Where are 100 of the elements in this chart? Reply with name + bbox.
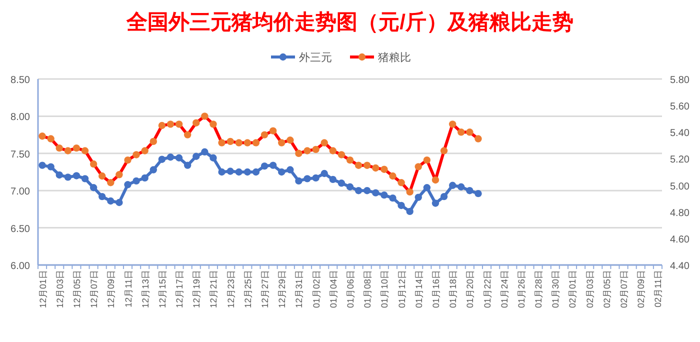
point [192,119,200,126]
x-tick-label: 12月21日 [208,270,219,308]
point [64,174,72,181]
point [235,168,242,176]
legend-label: 猪粮比 [378,51,411,64]
point [166,120,174,128]
y2-tick-label: 4.80 [670,208,690,219]
point [150,138,157,146]
point [150,166,157,174]
x-tick-label: 12月11日 [123,270,134,308]
point [312,146,320,154]
point [466,187,474,194]
x-tick-label: 01月14日 [414,270,424,308]
point [184,162,192,169]
x-tick-label: 12月13日 [140,270,150,308]
point [389,194,396,202]
point [72,144,80,152]
point [440,192,448,200]
point [432,176,440,184]
point [329,147,337,154]
point [320,170,328,178]
point [432,200,440,207]
x-tick-label: 01月20日 [465,270,476,308]
y-tick-label: 7.00 [10,186,30,198]
x-tick-label: 12月25日 [242,270,253,308]
point [363,162,371,169]
x-tick-label: 12月09日 [106,270,116,308]
point [338,180,346,187]
point [210,154,217,162]
y2-tick-label: 5.60 [670,102,690,113]
point [312,174,320,182]
point [235,139,242,146]
point [278,168,286,176]
point [304,147,311,154]
point [346,183,354,190]
x-tick-label: 01月18日 [448,270,458,308]
point [184,131,192,138]
point [474,135,482,142]
x-tick-label: 12月01日 [38,270,48,308]
point [218,168,226,176]
chart-title: 全国外三元猪均价走势图（元/斤）及猪粮比走势 [126,10,574,34]
point [201,148,208,156]
point [448,182,456,189]
point [380,191,388,199]
point [72,172,80,180]
x-tick-label: 02月07日 [619,270,630,308]
point [372,164,380,172]
point [81,147,89,154]
x-tick-label: 01月10日 [380,270,390,308]
point [141,174,148,182]
y2-tick-label: 4.60 [670,234,690,246]
point [260,162,268,170]
y-tick-label: 8.00 [10,112,30,124]
x-tick-label: 01月04日 [328,270,338,308]
point [132,151,140,158]
point [363,187,371,194]
point [269,127,277,134]
point [458,128,465,136]
point [226,168,234,175]
x-tick-label: 12月07日 [89,270,100,308]
point [244,168,252,176]
point [260,131,268,138]
point [389,172,396,180]
y2-tick-label: 5.20 [670,154,690,166]
point [406,208,414,216]
point [210,120,217,128]
y2-tick-label: 5.80 [670,75,690,86]
point [354,162,362,169]
x-tick-label: 12月17日 [174,270,185,308]
x-tick-label: 12月31日 [294,270,304,308]
x-tick-label: 12月29日 [277,270,288,308]
point [354,187,362,194]
x-tick-label: 01月26日 [516,270,526,308]
point [295,177,302,185]
point [124,181,132,188]
point [295,150,302,157]
point [226,138,234,146]
y-tick-label: 6.50 [10,224,30,235]
x-tick-label: 12月03日 [54,270,65,308]
point [107,179,114,186]
point [107,197,114,205]
point [47,163,54,170]
point [346,156,354,164]
point [252,168,260,176]
point [81,175,89,182]
point [474,190,482,198]
x-tick-label: 02月09日 [636,270,646,308]
point [448,120,456,128]
point [56,144,63,152]
x-tick-label: 12月23日 [226,270,236,308]
point [90,160,98,168]
point [116,198,123,206]
point [166,154,174,161]
point [414,163,422,170]
x-tick-label: 01月30日 [550,270,561,308]
y2-tick-label: 5.00 [670,181,690,192]
point [304,175,311,182]
y2-tick-label: 5.40 [670,128,690,140]
x-tick-label: 01月16日 [430,270,441,308]
point [175,154,183,162]
